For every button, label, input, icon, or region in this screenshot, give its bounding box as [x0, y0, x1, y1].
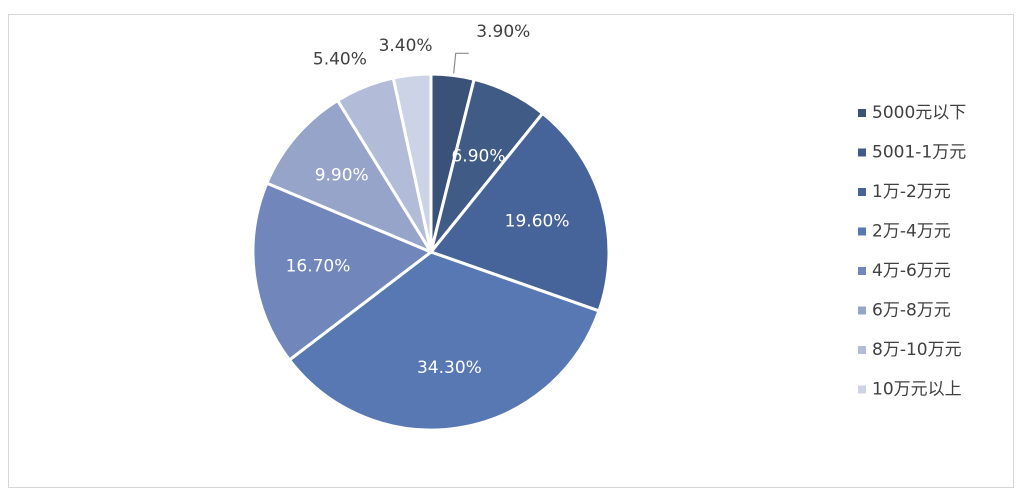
leader-lines — [453, 52, 469, 74]
legend-label: 2万-4万元 — [872, 222, 951, 242]
slice-data-label: 34.30% — [417, 358, 482, 378]
pie-slice — [287, 250, 601, 432]
slice-data-label: 6.90% — [451, 146, 505, 166]
legend-label: 4万-6万元 — [872, 261, 951, 281]
legend: 5000元以下 5001-1万元 1万-2万元 2万-4万元 4万-6万元 6万-8万元 8… — [858, 103, 966, 400]
pie-slice — [251, 181, 433, 362]
slice-data-label: 3.90% — [476, 22, 530, 42]
pie-slice — [265, 98, 433, 254]
legend-label: 1万-2万元 — [872, 182, 951, 202]
legend-label: 5001-1万元 — [872, 143, 966, 163]
leader-line — [453, 52, 469, 74]
legend-swatch — [858, 306, 866, 315]
slice-data-label: 5.40% — [313, 49, 367, 69]
legend-swatch — [858, 188, 866, 196]
pie-slice — [391, 72, 433, 254]
slice-data-label: 19.60% — [505, 212, 570, 232]
legend-swatch — [858, 148, 866, 157]
legend-label: 10万元以上 — [872, 380, 962, 400]
slice-data-label: 9.90% — [315, 166, 369, 186]
legend-swatch — [858, 385, 866, 394]
legend-swatch — [858, 267, 866, 275]
legend-swatch — [858, 346, 866, 354]
slice-data-label: 16.70% — [286, 256, 351, 276]
slice-labels: 3.90% 6.90% 19.60% 34.30% 16.70% 9.90% 5.40% 3.… — [286, 22, 570, 378]
legend-label: 5000元以下 — [872, 103, 966, 123]
slice-data-label: 3.40% — [379, 36, 433, 56]
legend-swatch — [858, 227, 866, 236]
legend-label: 8万-10万元 — [872, 340, 962, 360]
pie-slice — [429, 111, 611, 313]
legend-swatch — [858, 109, 866, 117]
pie-slices — [251, 72, 611, 432]
legend-label: 6万-8万元 — [872, 301, 951, 321]
